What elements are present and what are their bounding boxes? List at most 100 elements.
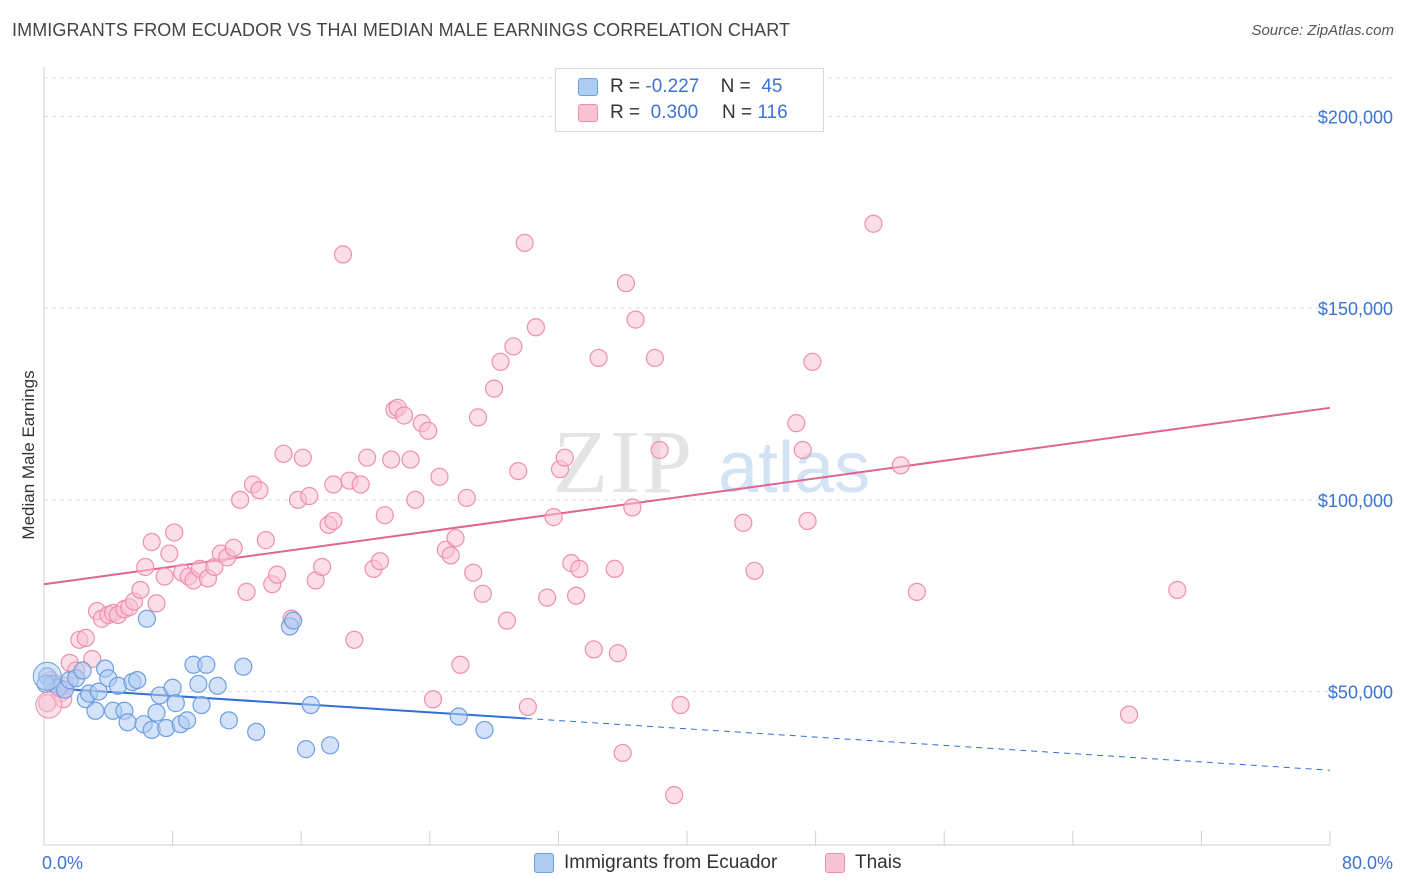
legend-row-thais: R = 0.300 N = 116 (578, 101, 788, 125)
data-point (589, 348, 608, 368)
data-point (189, 674, 208, 694)
data-point (312, 557, 332, 577)
data-point (89, 682, 108, 701)
data-point (333, 245, 353, 264)
data-point-large (35, 691, 63, 719)
data-point (324, 511, 343, 531)
data-point (375, 506, 394, 525)
data-point (128, 670, 147, 690)
legend-swatch-ecuador (578, 78, 598, 96)
data-point (160, 544, 179, 563)
legend-n-label: N = (721, 102, 753, 123)
series-swatch-ecuador (534, 853, 554, 873)
legend-row-ecuador: R = -0.227 N = 45 (578, 75, 782, 99)
data-point (131, 580, 150, 600)
data-point (237, 582, 256, 601)
legend-r-value-ecuador: -0.227 (645, 76, 700, 97)
data-point (491, 352, 510, 371)
data-point (247, 722, 266, 741)
data-point (665, 786, 684, 805)
data-point (605, 559, 624, 578)
watermark-zip: ZIP (553, 413, 694, 512)
data-point (208, 676, 227, 695)
data-point (544, 508, 563, 527)
data-point (321, 736, 340, 755)
data-point (76, 628, 95, 648)
data-point (142, 532, 161, 552)
series-label-ecuador: Immigrants from Ecuador (564, 852, 778, 873)
data-point (301, 695, 320, 715)
y-tick-label: $50,000 (1328, 683, 1393, 703)
data-point (793, 440, 812, 460)
data-point (555, 448, 574, 467)
data-point (345, 630, 364, 649)
y-tick-label: $200,000 (1318, 107, 1393, 127)
data-points (32, 214, 1187, 805)
data-point (608, 644, 627, 663)
trend-lines (43, 406, 1331, 771)
data-point (745, 561, 764, 580)
data-point (671, 695, 690, 715)
legend-n-label: N = (720, 76, 751, 97)
data-point (623, 498, 642, 517)
data-point (475, 720, 494, 740)
data-point (234, 657, 253, 676)
data-point (566, 586, 586, 605)
data-point (137, 609, 156, 628)
data-point (192, 695, 211, 715)
data-point (155, 567, 174, 586)
series-thais (38, 214, 1187, 805)
series-label-thais: Thais (855, 852, 902, 873)
data-point (473, 584, 492, 603)
data-point (136, 557, 155, 577)
data-point (907, 582, 926, 601)
data-point (570, 559, 589, 578)
y-tick-label: $100,000 (1318, 491, 1393, 511)
legend-r-label: R = (610, 76, 641, 97)
y-axis-label-group: Median Male Earnings (19, 370, 38, 539)
data-point (430, 467, 449, 486)
watermark: ZIP atlas (553, 413, 870, 512)
data-point (515, 233, 534, 253)
data-point (394, 406, 414, 425)
data-point (358, 448, 377, 467)
legend-n-value-ecuador: 45 (761, 76, 783, 97)
data-point (497, 611, 517, 630)
data-point (401, 450, 420, 469)
data-point (300, 486, 319, 506)
chart-title: IMMIGRANTS FROM ECUADOR VS THAI MEDIAN M… (12, 20, 791, 40)
data-point (274, 444, 293, 463)
series-legend-thais[interactable]: Thais (825, 852, 901, 874)
data-point (504, 337, 523, 356)
trend-line-ecuador (43, 686, 527, 720)
data-point (324, 475, 343, 494)
data-point (734, 513, 753, 532)
data-point (464, 563, 483, 582)
data-point (449, 707, 468, 726)
x-tick-label-max: 80.0% (1342, 853, 1393, 873)
tick-labels: $50,000 $100,000 $150,000 $200,000 0.0% 80.0% (42, 107, 1393, 873)
data-point (165, 523, 184, 542)
data-point (231, 490, 250, 509)
data-point (1168, 580, 1187, 600)
data-point (256, 531, 275, 550)
data-point (650, 440, 669, 460)
data-point (509, 461, 528, 481)
data-point-large (32, 661, 62, 691)
data-point (224, 538, 243, 557)
data-point (584, 640, 603, 659)
data-point (118, 713, 137, 732)
data-point (267, 565, 287, 584)
data-point (787, 414, 806, 433)
series-legend-ecuador[interactable]: Immigrants from Ecuador (534, 852, 777, 874)
data-point (645, 348, 664, 368)
data-point (406, 490, 425, 509)
data-point (177, 711, 197, 730)
legend-r-value-thais: 0.300 (650, 102, 699, 123)
data-point (351, 475, 370, 494)
trend-line-thais (43, 406, 1331, 586)
data-point (250, 481, 269, 500)
legend-r-label: R = (610, 102, 641, 123)
legend-n-value-thais: 116 (757, 102, 788, 123)
